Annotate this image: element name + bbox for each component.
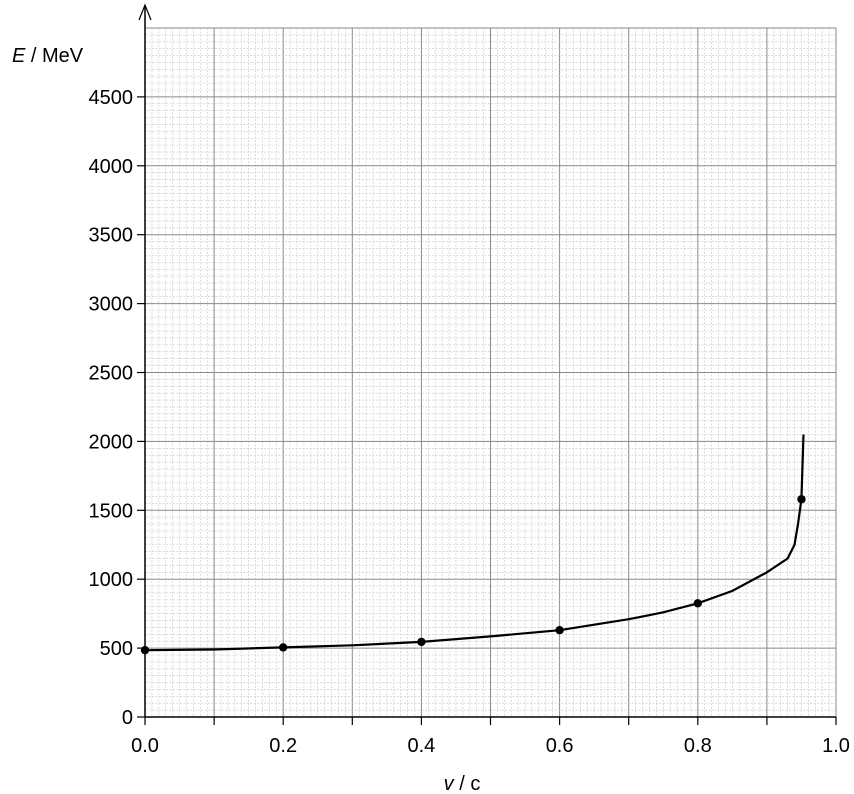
data-point [417,637,426,647]
data-points [140,495,806,655]
x-tick-label: 1.0 [822,735,850,757]
y-tick-label: 1000 [89,569,134,591]
y-tick-label: 1500 [89,500,134,522]
x-tick-label: 0.6 [546,735,574,757]
y-tick-label: 4500 [89,87,134,109]
x-tick-label: 0.0 [131,735,159,757]
y-tick-label: 4000 [89,156,134,178]
y-axis-variable: E [12,45,26,67]
x-axis-unit: / c [454,773,481,794]
x-axis-variable: v [444,773,455,794]
y-tick-labels: 0 500 1000 1500 2000 2500 3000 3500 4000 4500 [89,87,134,729]
y-tick-label: 2500 [89,363,134,385]
axes [137,3,837,725]
y-tick-label: 500 [100,638,133,660]
x-axis-title: v / c [444,773,481,794]
y-tick-label: 3500 [89,225,134,247]
y-tick-label: 2000 [89,431,134,453]
y-axis-title: E / MeV [12,45,84,67]
x-tick-label: 0.2 [269,735,297,757]
y-axis-unit: / MeV [25,45,83,67]
data-point [797,495,806,504]
data-point [140,645,150,655]
y-tick-label: 3000 [89,294,134,316]
y-tick-label: 0 [122,707,133,729]
y-axis-arrowhead [138,3,152,21]
x-tick-labels: 0.0 0.2 0.4 0.6 0.8 1.0 [131,735,850,757]
data-point [555,625,564,635]
grid [144,27,837,718]
fit-curve [144,434,805,652]
data-point [693,599,702,608]
x-tick-label: 0.4 [407,735,435,757]
data-point [279,643,288,652]
x-tick-label: 0.8 [684,735,712,757]
